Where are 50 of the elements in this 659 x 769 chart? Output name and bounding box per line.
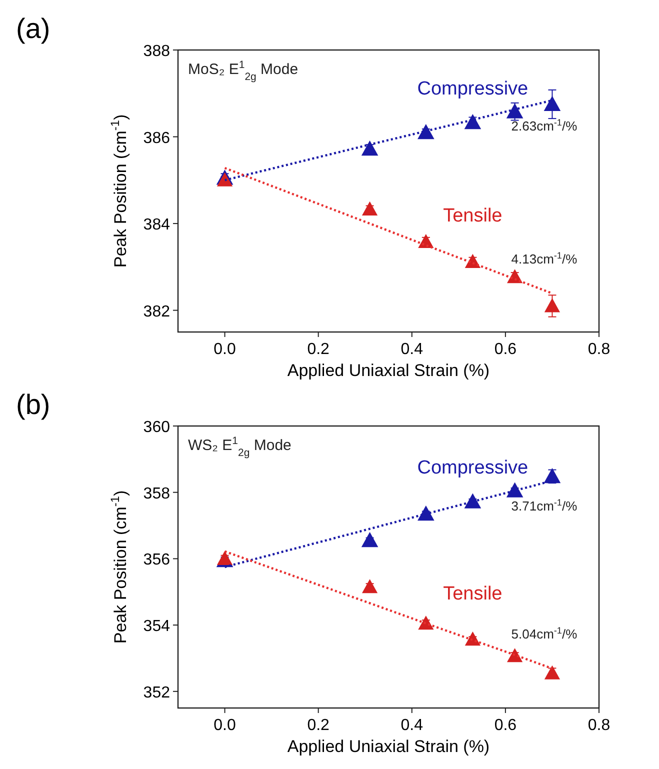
annotation: 4.13cm$^{-1}$/% bbox=[511, 250, 578, 266]
point bbox=[544, 96, 561, 111]
point bbox=[507, 648, 523, 662]
x-tick-label: 0.8 bbox=[588, 341, 610, 358]
point bbox=[361, 532, 378, 548]
x-tick-label: 0.2 bbox=[307, 341, 330, 358]
series-label: Compressive bbox=[417, 78, 528, 100]
point bbox=[464, 114, 482, 130]
y-tick-label: 382 bbox=[143, 303, 170, 320]
x-tick-label: 0.6 bbox=[494, 717, 517, 734]
x-axis-title: Applied Uniaxial Strain (%) bbox=[287, 361, 490, 380]
annotation: WS₂ E$^{1}$$_{2g}$ Mode bbox=[188, 435, 292, 459]
point bbox=[361, 140, 378, 156]
series-label: Tensile bbox=[443, 206, 502, 227]
point bbox=[544, 298, 560, 312]
annotation: 5.04cm$^{-1}$/% bbox=[511, 626, 578, 642]
chart-title: (a) bbox=[16, 13, 50, 44]
x-tick-label: 0.0 bbox=[214, 717, 236, 734]
y-tick-label: 386 bbox=[143, 130, 170, 147]
x-tick-label: 0.8 bbox=[588, 717, 610, 734]
line-series bbox=[224, 166, 554, 294]
x-tick-label: 0.6 bbox=[494, 341, 517, 358]
x-tick-label: 0.0 bbox=[214, 341, 236, 358]
series-label: Compressive bbox=[417, 458, 528, 479]
point bbox=[544, 468, 561, 484]
x-axis-title: Applied Uniaxial Strain (%) bbox=[287, 737, 490, 756]
y-tick-label: 388 bbox=[143, 43, 170, 60]
point bbox=[362, 579, 378, 594]
point bbox=[506, 482, 524, 498]
x-tick-label: 0.4 bbox=[400, 717, 424, 734]
annotation: 2.63cm$^{-1}$/% bbox=[511, 117, 578, 134]
chart-title: (b) bbox=[16, 389, 50, 420]
point bbox=[506, 103, 524, 118]
point bbox=[362, 201, 378, 216]
y-tick-label: 352 bbox=[143, 684, 170, 702]
x-tick-label: 0.2 bbox=[307, 717, 330, 734]
y-tick-label: 384 bbox=[143, 216, 170, 234]
y-tick-label: 354 bbox=[143, 618, 170, 636]
y-tick-label: 356 bbox=[143, 552, 170, 569]
point bbox=[464, 493, 482, 508]
point bbox=[418, 506, 434, 521]
point bbox=[418, 616, 434, 630]
annotation: 3.71cm$^{-1}$/% bbox=[511, 498, 578, 514]
y-tick-label: 358 bbox=[143, 485, 170, 502]
point bbox=[418, 124, 434, 140]
point bbox=[544, 665, 560, 680]
x-tick-label: 0.4 bbox=[400, 341, 424, 358]
y-tick-label: 360 bbox=[143, 419, 170, 436]
series-label: Tensile bbox=[443, 583, 502, 604]
annotation: MoS₂ E$^{1}$$_{2g}$ Mode bbox=[188, 59, 298, 83]
